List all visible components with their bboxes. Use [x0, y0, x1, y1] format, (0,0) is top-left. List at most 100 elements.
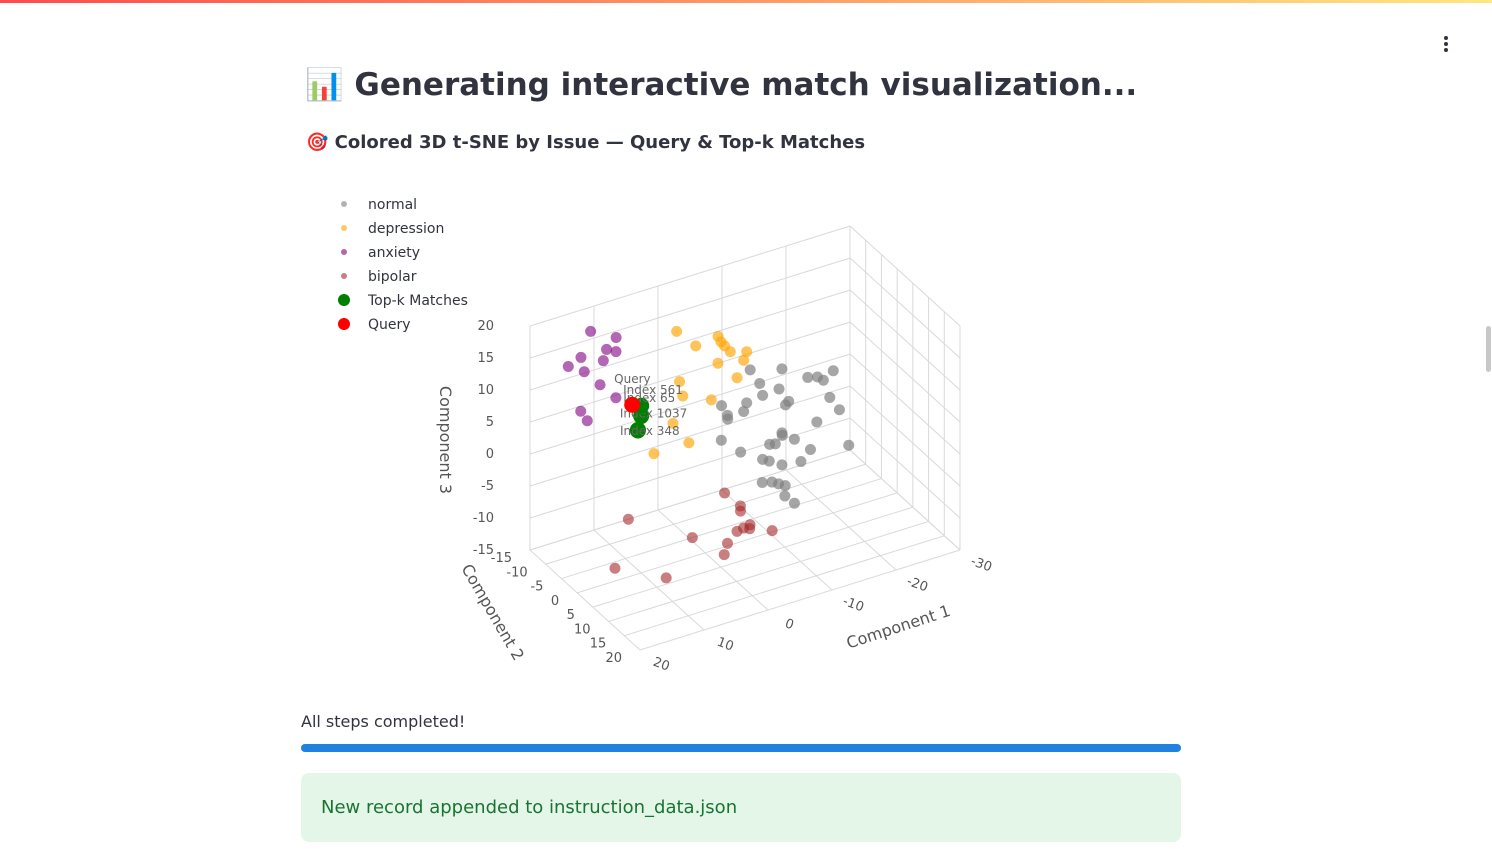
- data-point: [677, 390, 689, 402]
- data-point: [795, 455, 807, 467]
- data-point: [648, 448, 660, 460]
- legend-label: bipolar: [368, 269, 417, 285]
- grid-line: [785, 469, 897, 571]
- grid-line: [592, 506, 914, 608]
- point-label: Index 348: [620, 424, 680, 438]
- z-tick-label: -10: [473, 511, 494, 526]
- y-tick-label: -15: [491, 551, 512, 566]
- y-tick-label: -10: [506, 565, 527, 580]
- data-point: [575, 405, 587, 417]
- data-point: [738, 406, 750, 418]
- data-point: [788, 433, 800, 445]
- data-point: [721, 537, 733, 549]
- z-tick-label: -5: [481, 479, 494, 494]
- data-point: [629, 421, 646, 438]
- legend-label: Top-k Matches: [367, 293, 468, 309]
- grid-line: [849, 225, 961, 327]
- grid-line: [849, 385, 961, 487]
- data-point: [660, 572, 672, 584]
- data-point: [779, 490, 791, 502]
- data-point: [744, 364, 756, 376]
- z-tick-label: 20: [477, 319, 494, 334]
- y-tick-label: 0: [551, 594, 559, 609]
- alert-text: New record appended to instruction_data.…: [321, 797, 738, 818]
- data-point: [776, 459, 788, 471]
- data-point: [718, 549, 730, 561]
- data-point: [766, 525, 778, 537]
- data-point: [754, 377, 766, 389]
- main-menu[interactable]: [1436, 30, 1456, 58]
- grid-line: [529, 353, 851, 455]
- legend-marker: [338, 294, 350, 306]
- grid-line: [849, 289, 961, 391]
- z-axis-title: Component 3: [436, 386, 455, 494]
- data-point: [738, 354, 750, 366]
- grid-line: [529, 449, 851, 551]
- data-point: [757, 389, 769, 401]
- data-point: [780, 399, 792, 411]
- data-point: [705, 394, 717, 406]
- y-tick-label: 15: [590, 637, 607, 652]
- data-point: [667, 417, 679, 429]
- grid-line: [624, 535, 945, 637]
- grid-line: [529, 225, 851, 327]
- grid-line: [529, 385, 851, 487]
- data-point: [741, 346, 753, 358]
- data-point: [731, 525, 743, 537]
- data-point: [622, 513, 634, 525]
- data-point: [843, 439, 855, 451]
- legend-marker: [341, 225, 347, 231]
- legend-marker: [341, 249, 347, 255]
- x-tick-label: -10: [841, 594, 866, 615]
- point-label: Query: [614, 372, 650, 386]
- data-point: [624, 396, 641, 413]
- data-point: [773, 478, 785, 490]
- data-point: [562, 361, 574, 373]
- chart-title: 🎯 Colored 3D t-SNE by Issue — Query & To…: [306, 132, 865, 153]
- grid-line: [639, 549, 961, 651]
- data-point: [585, 325, 597, 337]
- grid-line: [529, 321, 851, 423]
- x-tick-label: 10: [715, 635, 736, 655]
- x-tick-label: 0: [783, 616, 796, 633]
- data-point: [811, 416, 823, 428]
- data-point: [802, 371, 814, 383]
- y-tick-label: -5: [530, 580, 543, 595]
- data-point: [741, 397, 753, 409]
- z-tick-label: 0: [486, 447, 494, 462]
- chart: 🎯 Colored 3D t-SNE by Issue — Query & To…: [306, 132, 994, 675]
- y-tick-label: 10: [574, 622, 591, 637]
- data-point: [575, 351, 587, 363]
- grid-line: [849, 257, 961, 359]
- grid-line: [561, 478, 882, 580]
- data-point: [712, 357, 724, 369]
- legend-marker: [338, 318, 350, 330]
- data-point: [827, 365, 839, 377]
- data-point: [824, 391, 836, 403]
- page-title: 📊 Generating interactive match visualiza…: [305, 67, 1138, 103]
- data-point: [716, 400, 728, 412]
- data-point: [788, 497, 800, 509]
- success-alert: New record appended to instruction_data.…: [301, 773, 1181, 842]
- data-point: [756, 477, 768, 489]
- data-point: [763, 455, 775, 467]
- status-text: All steps completed!: [301, 712, 466, 731]
- data-point: [773, 383, 785, 395]
- data-point: [776, 429, 788, 441]
- grid-line: [657, 509, 769, 611]
- data-point: [722, 413, 734, 425]
- z-tick-label: 5: [486, 415, 494, 430]
- data-point: [581, 415, 593, 427]
- data-point: [594, 379, 606, 391]
- point-label: Index 561: [623, 383, 683, 397]
- data-point: [744, 523, 756, 535]
- x-tick-label: 20: [651, 655, 672, 675]
- data-point: [686, 532, 698, 544]
- y-tick-label: 5: [567, 608, 575, 623]
- top-decoration: [0, 0, 1492, 3]
- data-point: [683, 437, 695, 449]
- grid-line: [608, 520, 929, 622]
- data-point: [731, 372, 743, 384]
- grid-line: [545, 463, 866, 565]
- data-point: [776, 363, 788, 375]
